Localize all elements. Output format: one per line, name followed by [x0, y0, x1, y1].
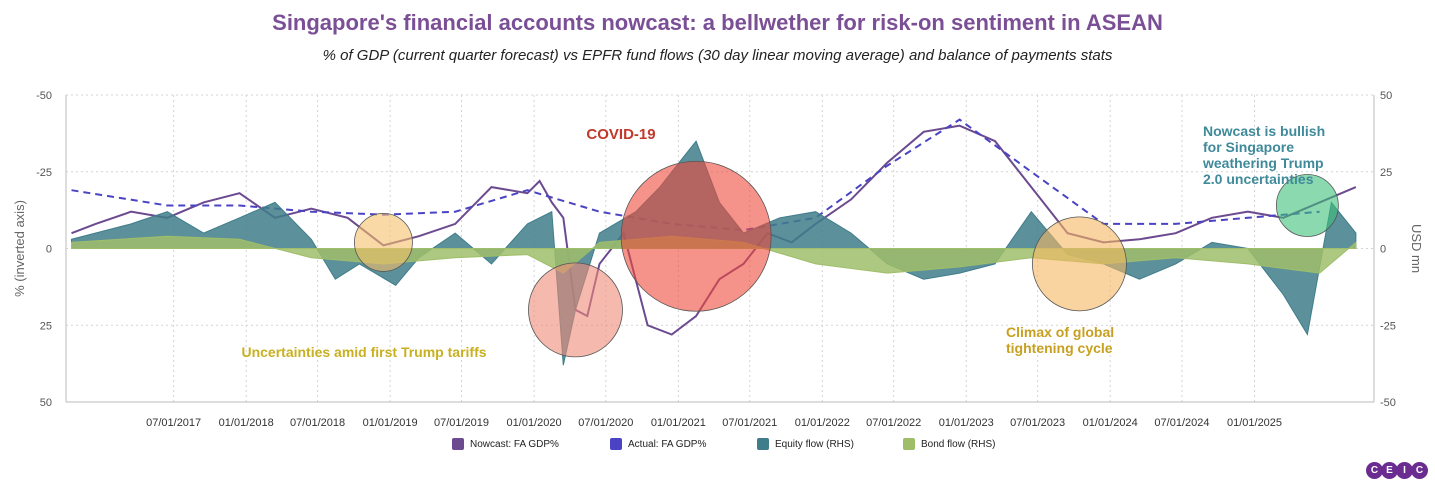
annotation-text: COVID-19	[586, 126, 655, 143]
x-tick-label: 07/01/2017	[146, 417, 201, 429]
highlight-circle	[1032, 216, 1127, 312]
left-tick-label: 50	[40, 397, 52, 409]
x-tick-label: 01/01/2018	[219, 417, 274, 429]
legend-label-actual: Actual: FA GDP%	[628, 438, 707, 450]
logo-letter: E	[1381, 462, 1398, 479]
legend-label-equity: Equity flow (RHS)	[775, 438, 854, 450]
legend-swatch-nowcast	[452, 438, 464, 450]
x-tick-label: 01/01/2025	[1227, 417, 1282, 429]
logo-letter: C	[1411, 462, 1428, 479]
x-tick-label: 01/01/2021	[651, 417, 706, 429]
annotation-text: for Singapore	[1203, 139, 1294, 155]
chart-subtitle: % of GDP (current quarter forecast) vs E…	[322, 47, 1113, 64]
left-tick-label: 25	[40, 320, 52, 332]
right-tick-label: 50	[1380, 90, 1392, 102]
highlight-circle	[620, 160, 772, 312]
annotation-text: Climax of global	[1006, 324, 1114, 340]
right-tick-label: -25	[1380, 320, 1396, 332]
x-tick-label: 07/01/2024	[1154, 417, 1209, 429]
x-tick-label: 07/01/2023	[1010, 417, 1065, 429]
x-tick-label: 01/01/2022	[795, 417, 850, 429]
annotation-text: Uncertainties amid first Trump tariffs	[241, 344, 486, 360]
x-tick-label: 01/01/2019	[363, 417, 418, 429]
x-tick-label: 07/01/2020	[578, 417, 633, 429]
legend-swatch-actual	[610, 438, 622, 450]
legend-label-bond: Bond flow (RHS)	[921, 438, 996, 450]
legend-item-equity[interactable]: Equity flow (RHS)	[757, 438, 854, 450]
logo-letter: C	[1366, 462, 1383, 479]
x-tick-label: 07/01/2022	[866, 417, 921, 429]
left-tick-label: 0	[46, 244, 52, 256]
left-tick-label: -25	[36, 167, 52, 179]
highlight-circle	[1275, 174, 1339, 237]
right-tick-label: -50	[1380, 397, 1396, 409]
annotation-text: 2.0 uncertainties	[1203, 171, 1314, 187]
highlight-circle	[528, 262, 623, 358]
x-tick-label: 07/01/2019	[434, 417, 489, 429]
x-tick-label: 01/01/2020	[507, 417, 562, 429]
x-tick-label: 01/01/2024	[1083, 417, 1138, 429]
chart-title: Singapore's financial accounts nowcast: …	[272, 10, 1163, 35]
x-tick-label: 01/01/2023	[939, 417, 994, 429]
right-tick-label: 0	[1380, 244, 1386, 256]
series-line-1	[71, 118, 1320, 232]
legend-swatch-equity	[757, 438, 769, 450]
right-tick-label: 25	[1380, 167, 1392, 179]
annotation-text: Nowcast is bullish	[1203, 123, 1325, 139]
legend-item-actual[interactable]: Actual: FA GDP%	[610, 438, 706, 450]
legend-item-bond[interactable]: Bond flow (RHS)	[903, 438, 995, 450]
x-tick-label: 07/01/2021	[722, 417, 777, 429]
left-tick-label: -50	[36, 90, 52, 102]
annotation-text: weathering Trump	[1202, 155, 1324, 171]
logo-letter: I	[1396, 462, 1413, 479]
annotation-text: tightening cycle	[1006, 340, 1113, 356]
legend-item-nowcast[interactable]: Nowcast: FA GDP%	[452, 438, 559, 450]
ceic-logo: C E I C	[1366, 462, 1428, 479]
legend-label-nowcast: Nowcast: FA GDP%	[470, 438, 559, 450]
right-axis-title: USD mn	[1409, 224, 1424, 273]
left-axis-title: % (inverted axis)	[12, 200, 27, 297]
x-tick-label: 07/01/2018	[290, 417, 345, 429]
legend-swatch-bond	[903, 438, 915, 450]
highlight-circle	[354, 212, 413, 272]
